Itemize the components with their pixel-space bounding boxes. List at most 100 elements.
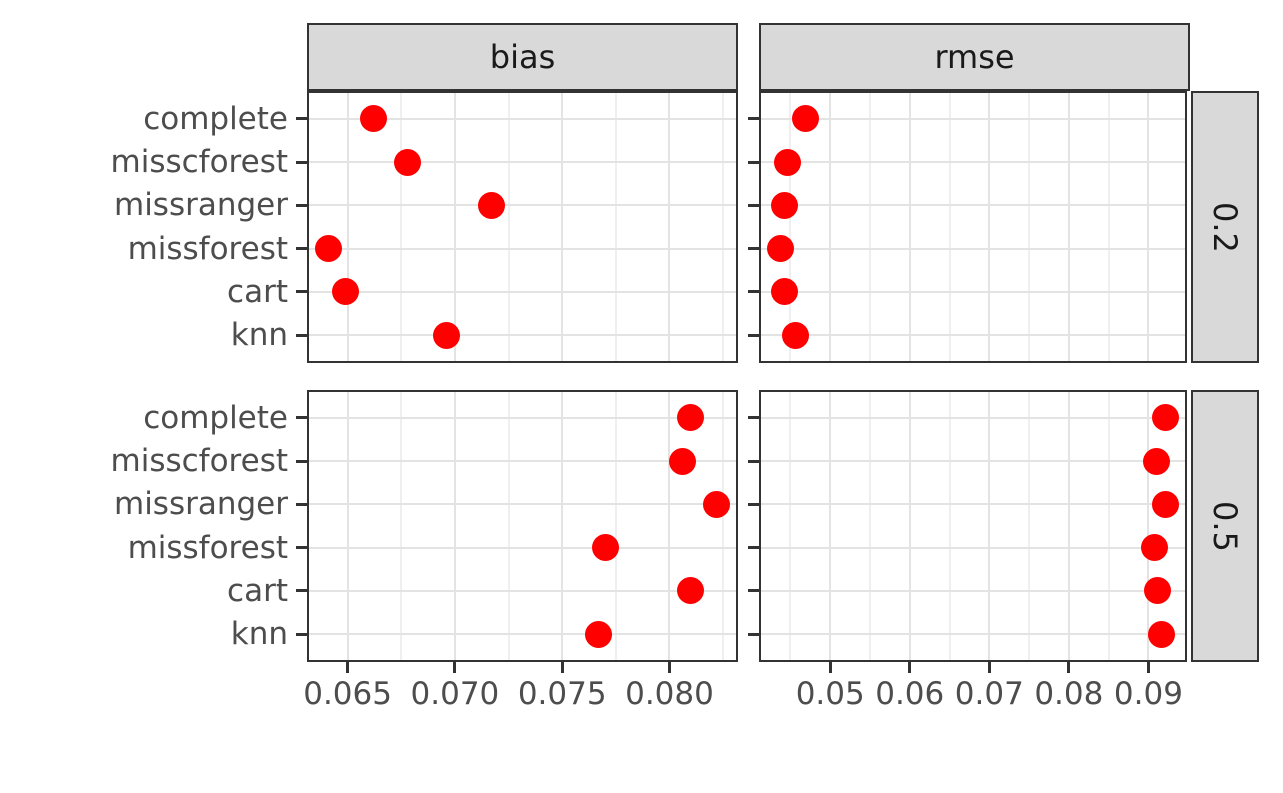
- y-tick-label-complete: complete: [143, 399, 288, 436]
- gridline-major: [761, 334, 1185, 337]
- x-tick-label-0.070: 0.070: [410, 676, 500, 712]
- point-rmse-0.2-misscforest: [773, 148, 801, 176]
- facet-strip-rmse-label: rmse: [934, 38, 1015, 76]
- gridline-major: [309, 161, 736, 164]
- gridline-minor: [400, 392, 403, 660]
- gridline-major: [988, 392, 991, 660]
- y-tick-label-misscforest: misscforest: [110, 443, 288, 480]
- panel-bias-0.5: [307, 390, 738, 662]
- panel-bias-0.2: [307, 91, 738, 363]
- gridline-minor: [948, 93, 951, 361]
- point-bias-0.2-cart: [331, 278, 359, 306]
- gridline-major: [761, 503, 1185, 506]
- y-tick-label-knn: knn: [230, 616, 288, 653]
- y-tick-label-knn: knn: [230, 317, 288, 354]
- x-tick-label-0.06: 0.06: [875, 676, 945, 712]
- y-axis-tick: [748, 160, 759, 164]
- point-rmse-0.5-missranger: [1152, 490, 1180, 518]
- x-tick-label-0.080: 0.080: [625, 676, 714, 712]
- gridline-major: [761, 416, 1185, 419]
- gridline-major: [346, 392, 349, 660]
- point-rmse-0.5-knn: [1148, 620, 1176, 648]
- panel-area: [761, 392, 1185, 660]
- y-tick-label-missforest: missforest: [127, 529, 288, 566]
- point-rmse-0.5-misscforest: [1142, 447, 1170, 475]
- gridline-minor: [868, 392, 871, 660]
- gridline-major: [908, 392, 911, 660]
- y-axis-tick: [748, 632, 759, 636]
- x-tick-label-0.09: 0.09: [1113, 676, 1183, 712]
- gridline-major: [309, 633, 736, 636]
- gridline-major: [761, 161, 1185, 164]
- y-axis-tick: [296, 160, 307, 164]
- gridline-minor: [948, 392, 951, 660]
- x-axis-tick: [828, 662, 832, 673]
- gridline-major: [309, 290, 736, 293]
- gridline-major: [309, 546, 736, 549]
- y-axis-tick: [748, 333, 759, 337]
- y-axis-tick: [748, 589, 759, 593]
- panel-area: [309, 392, 736, 660]
- gridline-minor: [507, 392, 510, 660]
- point-rmse-0.2-cart: [771, 278, 799, 306]
- point-bias-0.5-complete: [677, 404, 705, 432]
- facet-strip-row-0.2: 0.2: [1191, 91, 1259, 363]
- x-axis-tick: [987, 662, 991, 673]
- gridline-major: [761, 546, 1185, 549]
- y-axis-tick: [296, 546, 307, 550]
- point-bias-0.2-knn: [432, 321, 460, 349]
- x-axis-tick: [1146, 662, 1150, 673]
- y-axis-tick: [748, 546, 759, 550]
- y-tick-label-misscforest: misscforest: [110, 144, 288, 181]
- gridline-minor: [789, 392, 792, 660]
- point-rmse-0.2-knn: [781, 321, 809, 349]
- gridline-major: [309, 334, 736, 337]
- panel-rmse-0.2: [759, 91, 1187, 363]
- gridline-minor: [789, 93, 792, 361]
- gridline-major: [309, 416, 736, 419]
- gridline-major: [1147, 93, 1150, 361]
- gridline-minor: [722, 392, 725, 660]
- y-axis-tick: [748, 502, 759, 506]
- point-bias-0.2-missforest: [314, 235, 342, 263]
- y-axis-tick: [296, 632, 307, 636]
- point-rmse-0.5-cart: [1143, 577, 1171, 605]
- gridline-major: [829, 392, 832, 660]
- gridline-major: [988, 93, 991, 361]
- x-axis-tick: [1067, 662, 1071, 673]
- gridline-major: [309, 503, 736, 506]
- point-rmse-0.2-complete: [792, 105, 820, 133]
- facet-strip-bias: bias: [307, 23, 738, 91]
- y-axis-tick: [296, 416, 307, 420]
- panel-area: [761, 93, 1185, 361]
- gridline-major: [761, 290, 1185, 293]
- facet-strip-row-0.2-label: 0.2: [1206, 201, 1244, 253]
- gridline-major: [761, 117, 1185, 120]
- point-bias-0.5-misscforest: [668, 447, 696, 475]
- y-axis-tick: [748, 290, 759, 294]
- panel-area: [309, 93, 736, 361]
- gridline-major: [453, 93, 456, 361]
- point-bias-0.2-missranger: [477, 191, 505, 219]
- point-bias-0.5-missforest: [591, 534, 619, 562]
- gridline-minor: [1028, 93, 1031, 361]
- facet-strip-bias-label: bias: [489, 38, 556, 76]
- y-axis-tick: [296, 459, 307, 463]
- gridline-major: [1067, 392, 1070, 660]
- y-axis-tick: [748, 416, 759, 420]
- gridline-minor: [400, 93, 403, 361]
- point-bias-0.2-misscforest: [394, 148, 422, 176]
- x-axis-tick: [908, 662, 912, 673]
- y-tick-label-missranger: missranger: [114, 486, 288, 523]
- gridline-minor: [614, 392, 617, 660]
- gridline-minor: [614, 93, 617, 361]
- gridline-major: [309, 247, 736, 250]
- gridline-major: [908, 93, 911, 361]
- x-tick-label-0.075: 0.075: [517, 676, 607, 712]
- y-axis-tick: [296, 502, 307, 506]
- y-axis-tick: [296, 333, 307, 337]
- gridline-minor: [868, 93, 871, 361]
- gridline-major: [309, 117, 736, 120]
- y-axis-tick: [748, 117, 759, 121]
- gridline-major: [761, 589, 1185, 592]
